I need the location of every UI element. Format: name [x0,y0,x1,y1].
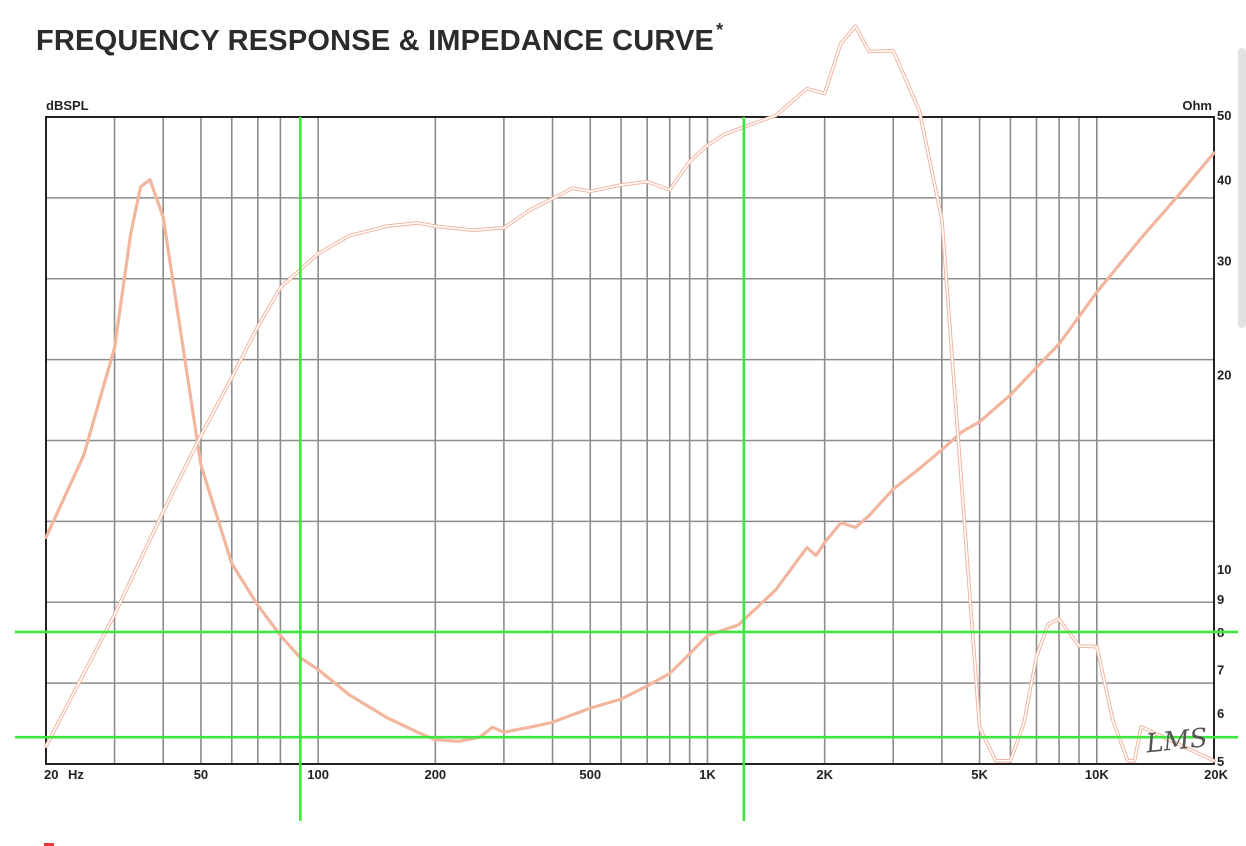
right-tick-label: 5 [1217,754,1224,769]
left-axis-label: dBSPL [46,98,89,113]
frequency-response-curve-inner [45,25,1215,762]
impedance-curve [44,151,1216,743]
x-tick-label: 500 [579,767,601,782]
x-tick-label: 20 [44,767,58,782]
lms-logo: LMS [1144,723,1209,759]
page-marker [44,843,54,846]
x-unit-label: Hz [68,767,84,782]
x-tick-label: 200 [424,767,446,782]
right-tick-label: 30 [1217,254,1231,269]
scrollbar[interactable] [1238,48,1246,328]
right-tick-label: 7 [1217,662,1224,677]
right-tick-label: 9 [1217,592,1224,607]
right-tick-label: 40 [1217,173,1231,188]
right-axis-label: Ohm [1182,98,1212,113]
title-asterisk: * [716,20,724,40]
x-tick-label: 1K [699,767,716,782]
x-tick-label: 10K [1085,767,1109,782]
x-tick-label: 50 [194,767,208,782]
x-tick-label: 100 [307,767,329,782]
right-tick-label: 50 [1217,108,1231,123]
plot-frame [45,116,1215,765]
x-tick-label: 5K [971,767,988,782]
right-tick-label: 10 [1217,562,1231,577]
x-tick-label: 20K [1204,767,1228,782]
right-tick-label: 20 [1217,367,1231,382]
chart-title-text: FREQUENCY RESPONSE & IMPEDANCE CURVE [36,25,715,57]
chart-title: FREQUENCY RESPONSE & IMPEDANCE CURVE * [36,20,723,58]
right-tick-label: 6 [1217,706,1224,721]
x-tick-label: 2K [816,767,833,782]
